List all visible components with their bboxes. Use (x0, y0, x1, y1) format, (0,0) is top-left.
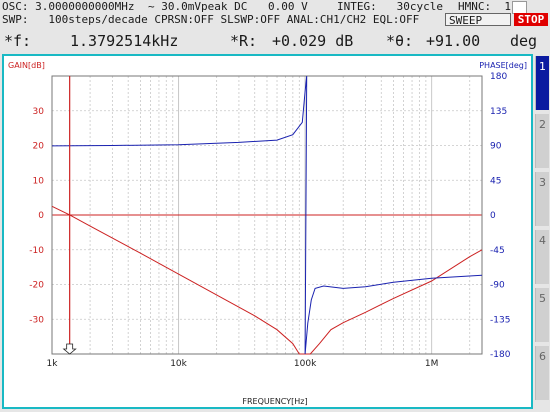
dc-bias: 0.00 V (268, 0, 308, 13)
gain-tick-label: 0 (38, 211, 44, 221)
phase-axis-label: PHASE[deg] (479, 61, 527, 70)
side-tab-5[interactable]: 5 (535, 288, 549, 342)
gain-tick-label: -20 (29, 281, 44, 291)
series (51, 75, 483, 355)
osc-amplitude: ~ 30.0mVpeak DC (148, 0, 248, 13)
phase-tick-label: 45 (490, 176, 501, 186)
gain-tick-label: 30 (33, 107, 45, 117)
side-tab-3[interactable]: 3 (535, 172, 549, 226)
ratio-label: *R: (230, 32, 258, 50)
phase-label: *θ: (386, 32, 414, 50)
phase-tick-label: 135 (490, 107, 507, 117)
side-tab-2[interactable]: 2 (535, 114, 549, 168)
x-tick-label: 1k (47, 359, 59, 369)
integration: INTEG: 30cycle (337, 0, 443, 13)
sweep-settings: SWP: 100steps/decade CPRSN:OFF SLSWP:OFF… (2, 13, 420, 26)
osc-frequency: OSC: 3.0000000000MHz (2, 0, 135, 13)
x-tick-label: 1M (425, 359, 439, 369)
ratio-value: +0.029 dB (272, 32, 354, 50)
phase-unit: deg (510, 32, 538, 50)
phase-tick-label: 90 (490, 142, 502, 152)
cursor[interactable] (62, 76, 77, 355)
cursor-marker-icon[interactable] (62, 343, 77, 355)
harmonic: HMNC: 1 (458, 0, 511, 13)
phase-tick-label: -90 (490, 281, 505, 291)
status-line-2: SWP: 100steps/decade CPRSN:OFF SLSWP:OFF… (0, 13, 550, 27)
sweep-button[interactable]: SWEEP (445, 13, 511, 27)
gain-tick-label: 20 (33, 142, 45, 152)
gain-tick-label: -30 (29, 315, 44, 325)
tick-labels: 1k 10k 100k 1M 30 20 10 0 -10 -20 -30 180 135 90 45 0 -4… (29, 72, 510, 369)
side-tab-4[interactable]: 4 (535, 230, 549, 284)
phase-tick-label: 0 (490, 211, 496, 221)
gain-series-line (51, 205, 483, 355)
stop-button[interactable]: STOP (514, 13, 548, 26)
side-tab-1[interactable]: 1 (535, 56, 549, 110)
gain-tick-label: -10 (29, 246, 44, 256)
gain-axis-label: GAIN[dB] (8, 61, 45, 70)
phase-tick-label: -45 (490, 246, 505, 256)
side-tab-6[interactable]: 6 (535, 346, 549, 400)
chart-panel: 1k 10k 100k 1M 30 20 10 0 -10 -20 -30 180 135 90 45 0 -4… (2, 54, 533, 409)
grid (51, 75, 482, 355)
x-tick-label: 100k (294, 359, 317, 369)
gain-tick-label: 10 (33, 176, 45, 186)
x-tick-label: 10k (170, 359, 187, 369)
frequency-label: *f: (4, 32, 32, 50)
bode-chart[interactable]: 1k 10k 100k 1M 30 20 10 0 -10 -20 -30 180 135 90 45 0 -4… (4, 56, 531, 407)
phase-tick-label: -180 (490, 350, 511, 360)
status-line-1: OSC: 3.0000000000MHz ~ 30.0mVpeak DC 0.0… (0, 0, 550, 14)
frequency-axis-label: FREQUENCY[Hz] (242, 397, 307, 406)
phase-tick-label: 180 (490, 72, 507, 82)
plot-frame (51, 75, 483, 355)
phase-tick-label: -135 (490, 315, 510, 325)
phase-series-line (51, 75, 483, 355)
frequency-value: 1.3792514kHz (70, 32, 179, 50)
phase-value: +91.00 (426, 32, 481, 50)
